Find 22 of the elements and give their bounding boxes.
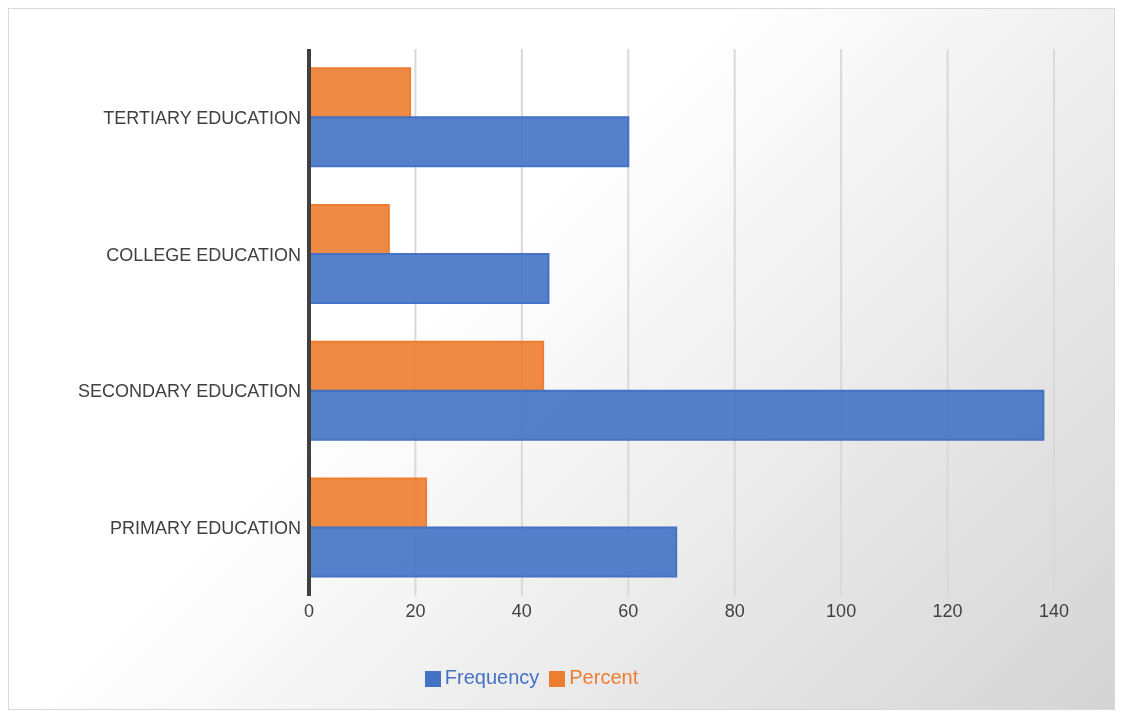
bar <box>309 116 630 168</box>
legend-label: Percent <box>569 666 639 688</box>
y-tick-label: COLLEGE EDUCATION <box>106 244 301 265</box>
bar <box>309 203 390 255</box>
bar <box>309 252 550 304</box>
x-tick-label: 120 <box>932 600 963 621</box>
bar <box>309 526 678 578</box>
x-tick-label: 100 <box>826 600 857 621</box>
x-tick-label: 0 <box>303 600 315 621</box>
y-tick-label: TERTIARY EDUCATION <box>103 107 301 128</box>
bar <box>309 477 428 529</box>
bar <box>309 389 1045 441</box>
x-tick-label: 80 <box>724 600 745 621</box>
legend-label: Frequency <box>444 666 540 688</box>
y-tick-label: SECONDARY EDUCATION <box>77 381 301 402</box>
y-tick-label: PRIMARY EDUCATION <box>109 518 301 539</box>
bar <box>309 67 412 119</box>
x-tick-label: 60 <box>618 600 639 621</box>
x-tick-label: 140 <box>1038 600 1070 621</box>
bar <box>309 340 545 392</box>
x-tick-label: 40 <box>511 600 532 621</box>
x-tick-label: 20 <box>405 600 426 621</box>
